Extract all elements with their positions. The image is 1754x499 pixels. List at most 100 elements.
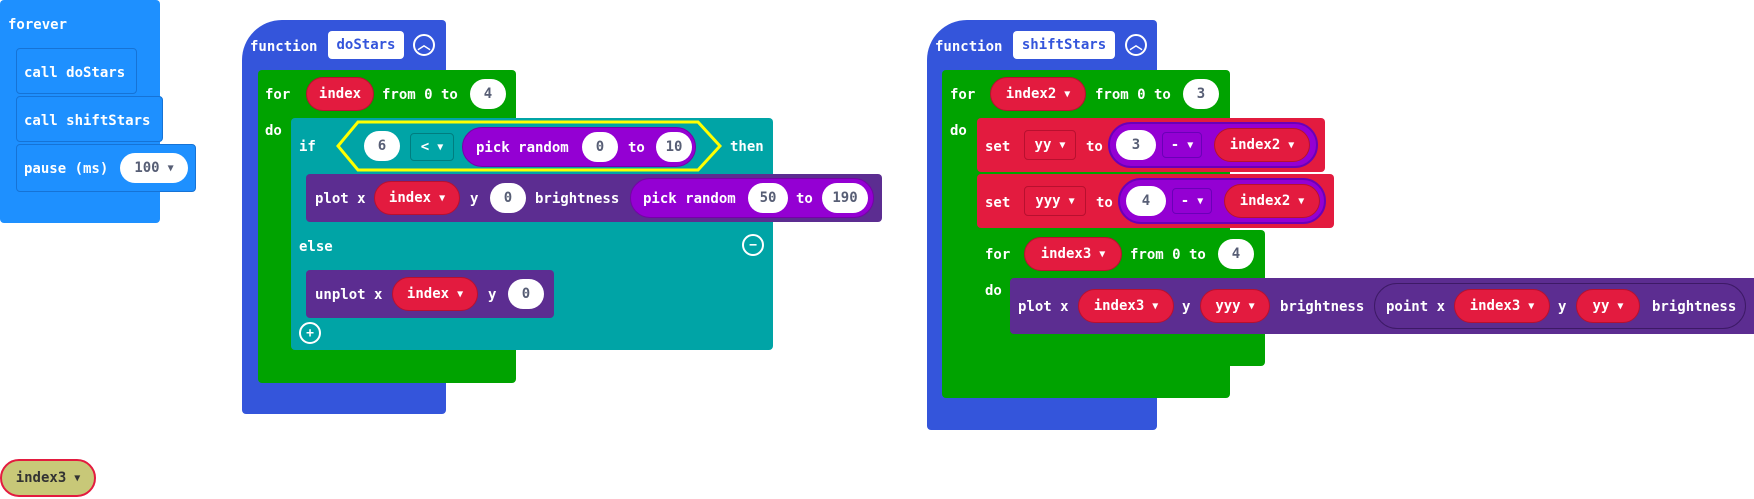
do-label-2: do — [950, 123, 967, 139]
chevron-down-icon: ▼ — [1068, 195, 1075, 207]
chevron-down-icon: ▼ — [1617, 300, 1624, 312]
loop-var-3-pill[interactable]: index3 ▼ — [1024, 237, 1122, 271]
chevron-down-icon: ▼ — [1099, 248, 1106, 260]
call-shiftstars-label: call shiftStars — [24, 113, 151, 129]
set1-op: - — [1170, 137, 1180, 153]
point-brightness-label: brightness — [1652, 299, 1737, 315]
random2-max-value[interactable]: 190 — [822, 183, 868, 213]
set1-to-label: to — [1086, 139, 1103, 155]
chevron-down-icon: ▼ — [74, 472, 81, 484]
set2-var-dropdown[interactable]: yyy ▼ — [1024, 186, 1086, 216]
set1-var-dropdown[interactable]: yy ▼ — [1024, 130, 1076, 160]
set2-a-value[interactable]: 4 — [1126, 186, 1166, 216]
chevron-down-icon: ▼ — [1064, 88, 1071, 100]
random-to-label: to — [628, 140, 645, 156]
floating-var-pill[interactable]: index3 ▼ — [0, 459, 96, 497]
point-x-pill[interactable]: index3 ▼ — [1454, 289, 1550, 323]
pause-label: pause (ms) — [24, 161, 109, 177]
loop-var-2-pill[interactable]: index2 ▼ — [990, 77, 1086, 111]
plot-y-value[interactable]: 0 — [490, 183, 526, 213]
plot-x-var: index — [388, 190, 432, 206]
point-x: index3 — [1469, 298, 1521, 314]
plot-y-label: y — [470, 191, 479, 207]
cmp-left-value[interactable]: 6 — [364, 131, 400, 161]
pause-value: 100 — [134, 160, 160, 176]
brightness-label: brightness — [535, 191, 620, 207]
function-name-2: shiftStars — [1021, 37, 1107, 53]
point-label: point x — [1386, 299, 1446, 315]
point-y-label: y — [1558, 299, 1567, 315]
function-name: doStars — [336, 37, 396, 53]
set2-var: yyy — [1035, 193, 1061, 209]
set-label-1: set — [985, 139, 1011, 155]
pick-random-2-label: pick random — [643, 191, 736, 207]
set1-b: index2 — [1229, 137, 1281, 153]
for-label: for — [265, 87, 291, 103]
chevron-down-icon: ▼ — [1298, 195, 1305, 207]
set2-op-dropdown[interactable]: - ▼ — [1172, 188, 1212, 214]
plot-2-label: plot x — [1018, 299, 1069, 315]
set1-a-value[interactable]: 3 — [1116, 130, 1156, 160]
set2-b: index2 — [1239, 193, 1291, 209]
set1-var: yy — [1034, 137, 1052, 153]
call-dostars-block[interactable] — [16, 48, 137, 94]
loop-var: index — [318, 86, 362, 102]
set2-b-pill[interactable]: index2 ▼ — [1224, 184, 1320, 218]
if-label: if — [299, 139, 316, 155]
point-block[interactable] — [1374, 283, 1746, 329]
loop-var-2: index2 — [1005, 86, 1057, 102]
loop-to-value-2[interactable]: 3 — [1183, 79, 1219, 109]
chevron-down-icon: ▼ — [1187, 139, 1194, 151]
from-label-2: from 0 to — [1095, 87, 1171, 103]
plot2-brightness-label: brightness — [1280, 299, 1365, 315]
plot-x-var-pill[interactable]: index ▼ — [374, 181, 460, 215]
function-name-field-2[interactable]: shiftStars — [1013, 31, 1115, 59]
else-label: else — [299, 239, 333, 255]
pause-value-dropdown[interactable]: 100 ▼ — [120, 153, 188, 183]
random2-min-value[interactable]: 50 — [748, 183, 788, 213]
chevron-down-icon: ▼ — [457, 288, 464, 300]
call-shiftstars-block[interactable] — [16, 96, 163, 142]
cmp-op: < — [420, 139, 430, 155]
plot2-y-pill[interactable]: yyy ▼ — [1200, 289, 1270, 323]
set2-op: - — [1180, 193, 1190, 209]
set1-b-pill[interactable]: index2 ▼ — [1214, 128, 1310, 162]
loop-var-3: index3 — [1040, 246, 1092, 262]
for-label-3: for — [985, 247, 1011, 263]
set-label-2: set — [985, 195, 1011, 211]
chevron-down-icon: ▼ — [437, 141, 444, 153]
point-y-pill[interactable]: yy ▼ — [1576, 289, 1640, 323]
call-dostars-label: call doStars — [24, 65, 126, 81]
loop-to-value[interactable]: 4 — [470, 79, 506, 109]
then-label: then — [730, 139, 764, 155]
chevron-down-icon: ▼ — [167, 162, 174, 174]
unplot-x-var: index — [406, 286, 450, 302]
collapse-toggle-icon[interactable]: ︿ — [1125, 34, 1147, 56]
function-keyword-2: function — [935, 39, 1003, 55]
plot-label: plot x — [315, 191, 366, 207]
for-label-2: for — [950, 87, 976, 103]
point-y-var: yy — [1592, 298, 1610, 314]
add-else-if-icon[interactable]: + — [299, 322, 321, 344]
random-max-value[interactable]: 10 — [656, 132, 692, 162]
set1-op-dropdown[interactable]: - ▼ — [1162, 132, 1202, 158]
cmp-op-dropdown[interactable]: < ▼ — [410, 133, 454, 161]
chevron-down-icon: ▼ — [1288, 139, 1295, 151]
plot2-x-pill[interactable]: index3 ▼ — [1078, 289, 1174, 323]
function-name-field[interactable]: doStars — [328, 31, 404, 59]
collapse-toggle-icon[interactable]: ︿ — [413, 34, 435, 56]
unplot-y-value[interactable]: 0 — [508, 279, 544, 309]
pick-random-label: pick random — [476, 140, 569, 156]
forever-label: forever — [8, 17, 68, 33]
plot2-x: index3 — [1093, 298, 1145, 314]
unplot-x-var-pill[interactable]: index ▼ — [392, 277, 478, 311]
do-label-3: do — [985, 283, 1002, 299]
plot2-y-label: y — [1182, 299, 1191, 315]
random-min-value[interactable]: 0 — [582, 132, 618, 162]
floating-var: index3 — [15, 470, 67, 486]
chevron-down-icon: ▼ — [1528, 300, 1535, 312]
loop-var-pill[interactable]: index — [306, 77, 374, 111]
unplot-y-label: y — [488, 287, 497, 303]
remove-else-icon[interactable]: − — [742, 234, 764, 256]
loop-to-value-3[interactable]: 4 — [1218, 239, 1254, 269]
